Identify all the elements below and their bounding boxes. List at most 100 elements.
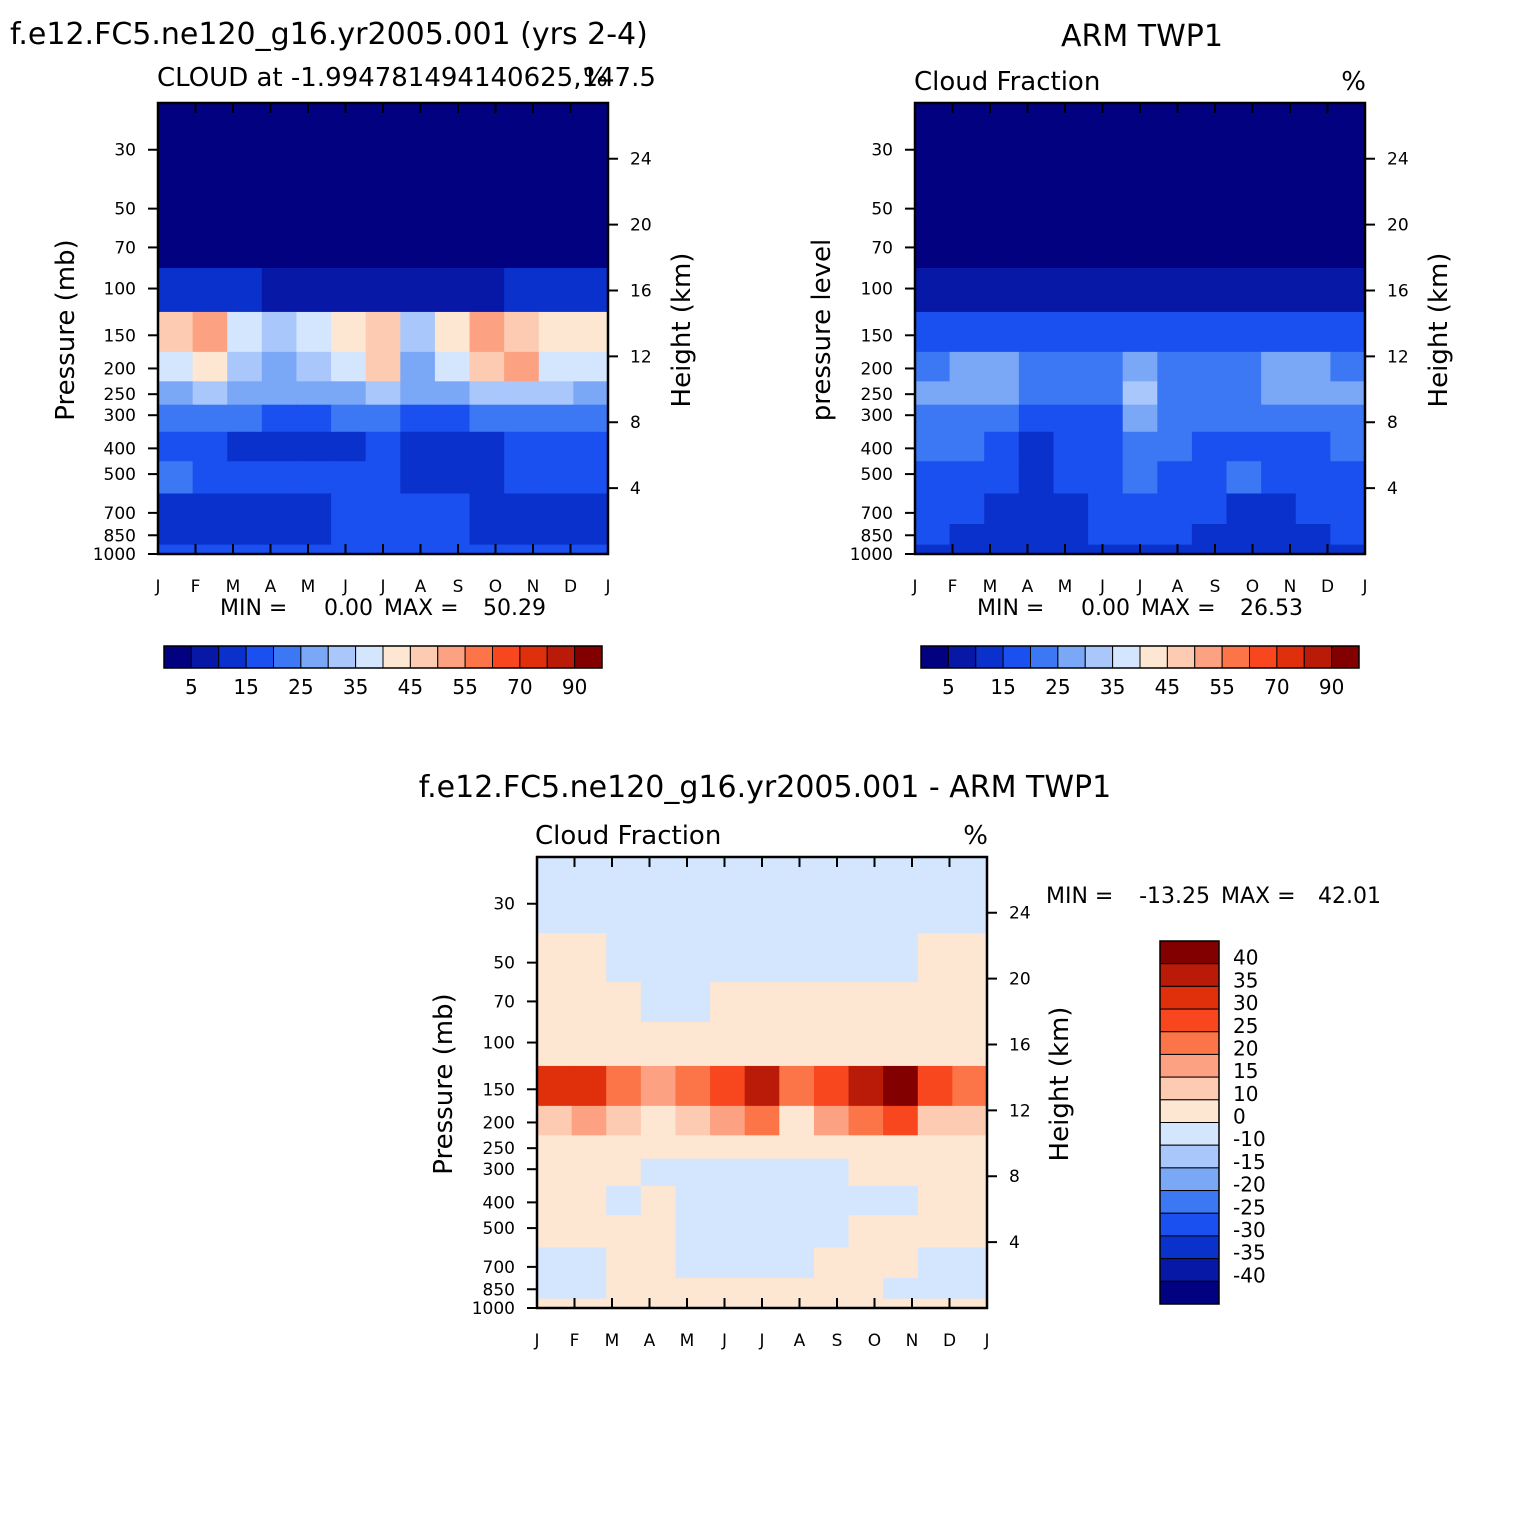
heatmap-cell	[1018, 351, 1055, 382]
y-tick-label: 200	[483, 1113, 515, 1133]
x-tick-label: M	[983, 577, 998, 597]
heatmap-cell	[606, 1021, 642, 1067]
x-tick-label: J	[379, 577, 385, 597]
y2-tick-label: 8	[1009, 1167, 1020, 1187]
heatmap-cell	[1261, 404, 1297, 433]
heatmap-cell	[1295, 311, 1331, 353]
heatmap-cell	[538, 351, 574, 382]
heatmap-cell	[227, 311, 263, 353]
heatmap-cell	[434, 267, 471, 313]
heatmap-cell	[606, 857, 642, 934]
colorbar-label: -30	[1233, 1218, 1266, 1242]
heatmap-cell	[1330, 103, 1366, 180]
colorbar-label: 45	[1155, 675, 1180, 699]
heatmap-cell	[1295, 228, 1331, 269]
x-tick-label: M	[226, 577, 241, 597]
heatmap-cell	[469, 404, 505, 433]
heatmap-cell	[640, 1158, 677, 1187]
colorbar-swatch	[1159, 1099, 1220, 1123]
heatmap-cell	[883, 1135, 919, 1160]
heatmap-cell	[1088, 461, 1124, 495]
heatmap-cell	[779, 1278, 815, 1300]
heatmap-cell	[779, 1021, 815, 1067]
heatmap-cell	[158, 381, 194, 406]
heatmap-cell	[1226, 381, 1262, 406]
heatmap-cell	[469, 351, 505, 382]
stat-max-value: 42.01	[1318, 884, 1381, 909]
heatmap-cell	[813, 1065, 850, 1107]
colorbar-label: 70	[507, 675, 532, 699]
heatmap-cell	[573, 544, 609, 555]
heatmap-cell	[1261, 103, 1297, 180]
heatmap-cell	[538, 493, 574, 525]
heatmap-cell	[1053, 267, 1089, 313]
heatmap-cell	[984, 351, 1020, 382]
x-tick-label: J	[758, 1331, 764, 1351]
heatmap-cell	[504, 267, 540, 313]
colorbar-label: 45	[398, 675, 423, 699]
heatmap-cell	[227, 103, 263, 180]
heatmap-cell	[1018, 461, 1055, 495]
y2-tick-label: 24	[1387, 150, 1409, 170]
heatmap-cell	[365, 351, 401, 382]
x-tick-label: F	[948, 577, 958, 597]
heatmap-cell	[1053, 228, 1089, 269]
heatmap-cell	[917, 1158, 953, 1187]
panel-model-subtitle: CLOUD at -1.994781494140625,147.5	[157, 63, 656, 93]
heatmap-cell	[261, 544, 298, 555]
heatmap-cell	[813, 1278, 850, 1300]
heatmap-cell	[192, 351, 228, 382]
panel-diff: f.e12.FC5.ne120_g16.yr2005.001 - ARM TWP…	[419, 770, 1381, 1351]
heatmap-cell	[261, 351, 298, 382]
heatmap-cell	[949, 311, 985, 353]
colorbar-label: 30	[1233, 991, 1258, 1015]
heatmap-cell	[400, 228, 436, 269]
x-tick-label: J	[533, 1331, 539, 1351]
y-tick-label: 150	[861, 326, 893, 346]
y2-tick-label: 8	[630, 413, 641, 433]
heatmap-cell	[296, 544, 332, 555]
heatmap-cell	[710, 1158, 746, 1187]
colorbar-swatch	[1249, 645, 1278, 669]
y-tick-label: 300	[861, 406, 893, 426]
heatmap-cell	[675, 1021, 711, 1067]
colorbar-swatch	[1276, 645, 1305, 669]
heatmap-cell	[227, 461, 263, 495]
heatmap-cell	[813, 1158, 850, 1187]
heatmap-cell	[915, 461, 951, 495]
colorbar-swatch	[218, 645, 247, 669]
heatmap-cell	[571, 1215, 607, 1249]
colorbar-swatch	[1221, 645, 1250, 669]
colorbar-frame	[163, 645, 603, 669]
heatmap-cell	[744, 857, 780, 934]
heatmap-cell	[949, 103, 985, 180]
heatmap-cell	[848, 1135, 884, 1160]
panel-diff-units: %	[963, 821, 988, 851]
stat-min-label: MIN =	[977, 596, 1044, 621]
heatmap-cell	[984, 461, 1020, 495]
heatmap-cell	[779, 1158, 815, 1187]
colorbar-swatch	[1159, 1258, 1220, 1282]
y-tick-label: 1000	[850, 545, 893, 565]
heatmap-cell	[573, 493, 609, 525]
heatmap-cell	[296, 267, 332, 313]
y2-tick-label: 20	[1009, 970, 1031, 990]
heatmap-cell	[434, 103, 471, 180]
heatmap-cell	[1330, 524, 1366, 546]
colorbar-swatch	[1159, 1122, 1220, 1146]
colorbar-swatch	[409, 645, 439, 669]
y-tick-label: 50	[114, 200, 136, 220]
colorbar-swatch	[1303, 645, 1333, 669]
y-tick-label: 500	[861, 465, 893, 485]
panel-diff-stats: MIN = -13.25 MAX = 42.01	[1046, 884, 1381, 909]
heatmap-cell	[261, 404, 298, 433]
heatmap-cell	[1053, 103, 1089, 180]
colorbar-swatch	[519, 645, 548, 669]
stat-max-label: MAX =	[1221, 884, 1296, 909]
heatmap-cell	[331, 228, 367, 269]
heatmap-cell	[640, 1278, 677, 1300]
x-tick-label: A	[415, 577, 427, 597]
heatmap-cell	[571, 982, 607, 1023]
y2-tick-label: 16	[630, 281, 652, 301]
heatmap-cell	[1191, 311, 1228, 353]
